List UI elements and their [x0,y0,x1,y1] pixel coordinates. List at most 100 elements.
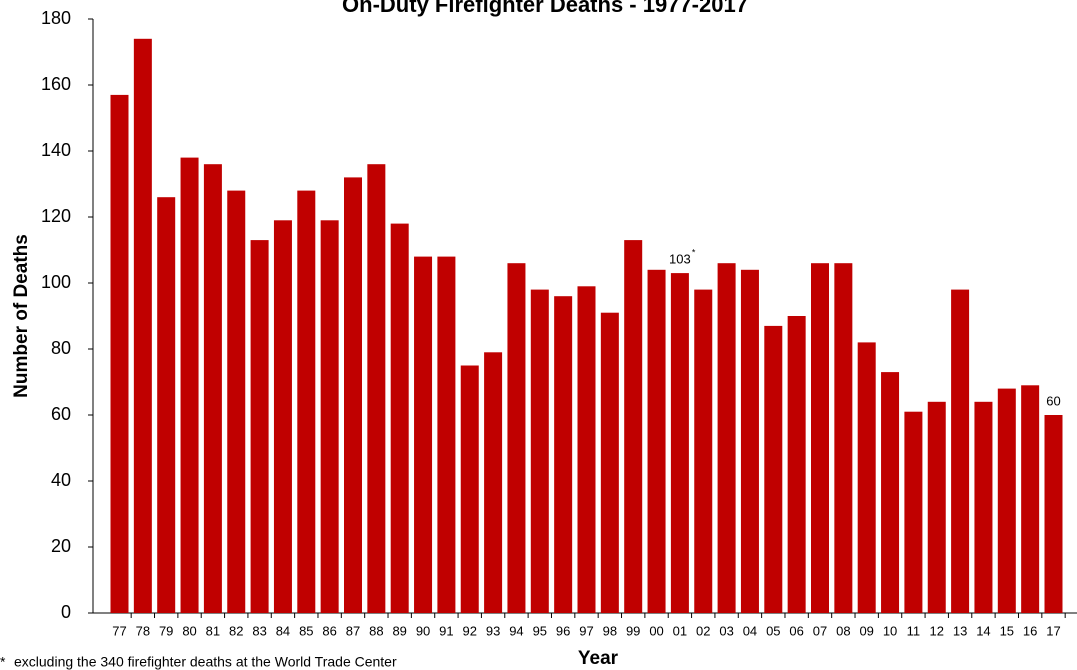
x-tick-label: 00 [649,623,663,638]
x-tick-label: 94 [509,623,523,638]
x-tick-label: 90 [416,623,430,638]
x-tick-label: 91 [439,623,453,638]
x-tick-label: 97 [579,623,593,638]
x-tick-label: 17 [1046,623,1060,638]
bar [624,240,643,613]
x-tick-label: 77 [112,623,126,638]
y-tick-label: 20 [51,536,71,556]
bar [951,289,970,613]
data-label: 60 [1046,393,1060,408]
y-tick-label: 140 [41,140,71,160]
bar [250,240,269,613]
bar [740,269,759,613]
bar [203,164,222,613]
x-tick-label: 84 [276,623,290,638]
bar [647,269,666,613]
bar [577,286,596,613]
x-tick-label: 15 [1000,623,1014,638]
footnote-marker: * [0,654,6,670]
x-tick-label: 04 [743,623,757,638]
y-axis-title: Number of Deaths [11,234,32,398]
bar [414,256,433,613]
bar [670,273,689,613]
x-tick-label: 78 [136,623,150,638]
y-tick-label: 0 [61,602,71,622]
x-tick-label: 89 [392,623,406,638]
bar [600,312,619,613]
bar [157,197,176,613]
x-tick-label: 12 [930,623,944,638]
y-tick-label: 160 [41,74,71,94]
x-tick-label: 07 [813,623,827,638]
footnote: excluding the 340 firefighter deaths at … [14,654,397,670]
x-tick-label: 13 [953,623,967,638]
bar [974,401,993,613]
bar [764,325,783,613]
bar [811,263,829,613]
bar [857,342,876,613]
x-tick-label: 96 [556,623,570,638]
y-tick-label: 40 [51,470,71,490]
bar [997,388,1016,613]
bar [881,372,900,613]
x-tick-label: 80 [182,623,196,638]
y-tick-label: 80 [51,338,71,358]
bar [227,190,246,613]
y-tick-label: 60 [51,404,71,424]
y-tick-label: 100 [41,272,71,292]
x-tick-label: 85 [299,623,313,638]
y-tick-label: 120 [41,206,71,226]
bar [110,94,129,613]
chart-title: On-Duty Firefighter Deaths - 1977-2017 [342,0,748,17]
x-tick-label: 11 [907,623,921,638]
x-tick-label: 10 [883,623,897,638]
bar [694,289,713,613]
bar [530,289,549,613]
x-tick-label: 92 [463,623,477,638]
x-tick-label: 08 [836,623,850,638]
x-tick-label: 95 [533,623,547,638]
bar [507,263,526,613]
bar [437,256,456,613]
x-axis-title: Year [578,648,619,669]
bar [344,177,362,613]
x-tick-label: 01 [673,623,687,638]
bar [133,38,152,614]
bar [460,365,479,613]
x-tick-label: 09 [859,623,873,638]
x-tick-label: 93 [486,623,500,638]
bar [834,263,853,613]
data-label-note: * [692,247,696,257]
x-tick-label: 98 [603,623,617,638]
bar [717,263,736,613]
x-tick-label: 87 [346,623,360,638]
bar [320,220,339,614]
x-tick-label: 82 [229,623,243,638]
x-tick-label: 88 [369,623,383,638]
x-tick-label: 05 [766,623,780,638]
data-label: 103 [669,252,691,267]
x-tick-label: 83 [252,623,266,638]
bar [390,223,409,613]
x-tick-label: 99 [626,623,640,638]
x-tick-label: 02 [696,623,710,638]
bar [180,157,199,613]
y-tick-label: 180 [41,8,71,28]
bar [787,316,806,613]
bar [554,296,573,613]
bar [297,190,316,613]
x-tick-label: 06 [789,623,803,638]
bar [927,401,946,613]
bar [367,164,386,613]
bar [904,411,923,613]
x-tick-label: 86 [322,623,336,638]
x-tick-label: 14 [976,623,990,638]
x-tick-label: 16 [1023,623,1037,638]
x-tick-label: 79 [159,623,173,638]
bar [273,220,292,614]
bar [484,352,503,613]
x-tick-label: 03 [719,623,733,638]
bar [1044,415,1063,613]
bar [1021,385,1040,613]
